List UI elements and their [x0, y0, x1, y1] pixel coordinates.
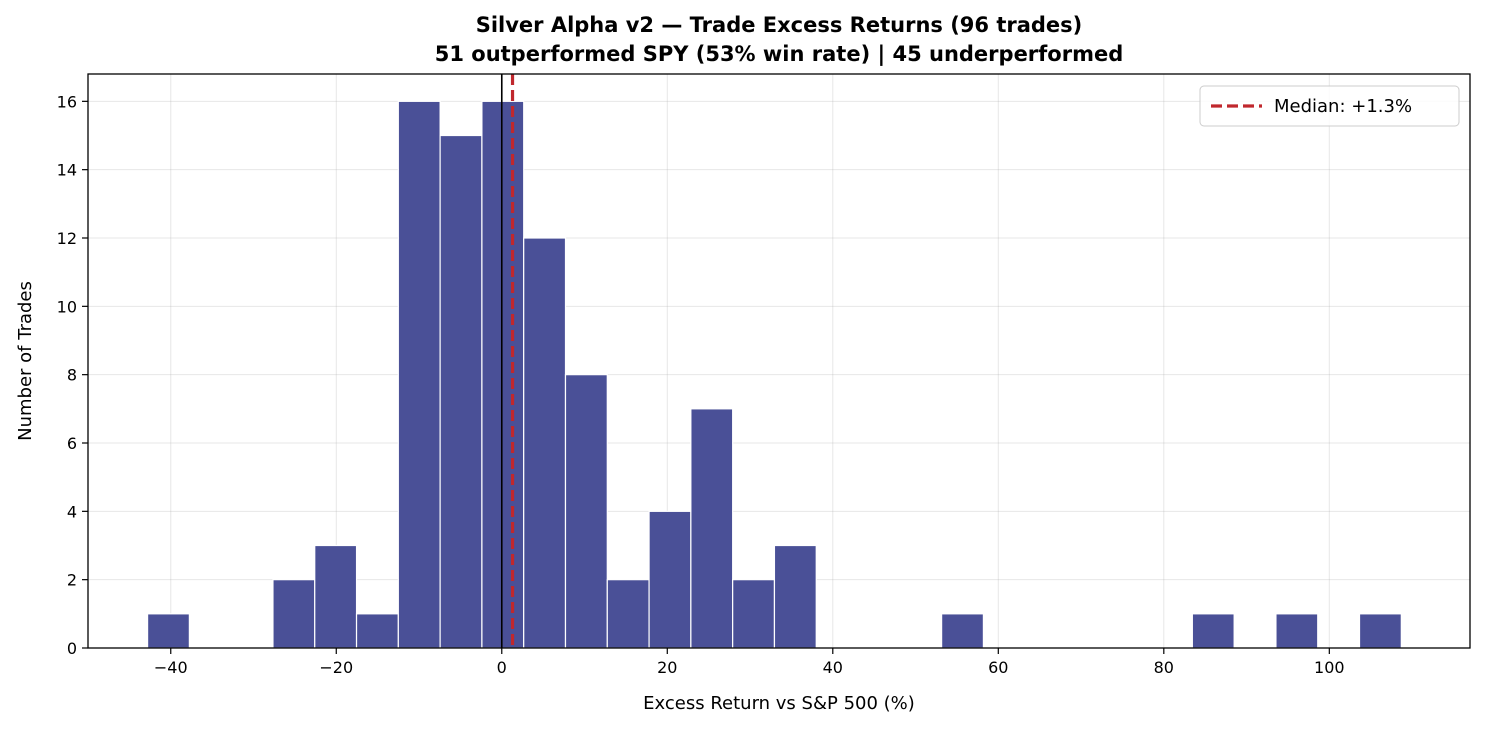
y-tick-label: 6: [67, 434, 77, 453]
y-tick-label: 0: [67, 639, 77, 658]
histogram-bar: [773, 544, 817, 649]
reference-lines: [500, 74, 515, 648]
histogram-bar: [606, 579, 650, 649]
grid: [88, 74, 1470, 649]
histogram-bar: [648, 510, 692, 649]
y-tick-label: 10: [57, 297, 77, 316]
y-tick-label: 14: [57, 161, 77, 180]
histogram-bar: [439, 134, 483, 649]
histogram-bar: [272, 579, 316, 649]
x-tick-label: 40: [823, 658, 843, 677]
y-tick-label: 2: [67, 571, 77, 590]
y-tick-label: 4: [67, 502, 77, 521]
y-tick-label: 8: [67, 366, 77, 385]
x-tick-label: 20: [657, 658, 677, 677]
histogram-bar: [314, 544, 358, 649]
histogram-bar: [146, 613, 190, 649]
x-tick-label: 60: [988, 658, 1008, 677]
x-tick-label: 0: [497, 658, 507, 677]
histogram-bar: [355, 613, 399, 649]
x-tick-label: 100: [1314, 658, 1345, 677]
histogram-bar: [523, 237, 567, 649]
x-axis-label: Excess Return vs S&P 500 (%): [643, 693, 915, 714]
histogram-bar: [941, 613, 985, 649]
histogram-bar: [564, 374, 608, 649]
y-tick-label: 16: [57, 92, 77, 111]
legend: Median: +1.3%: [1199, 85, 1460, 127]
plot-frame: [87, 73, 1471, 649]
histogram-bar: [1358, 613, 1402, 649]
chart-subtitle: 51 outperformed SPY (53% win rate) | 45 …: [435, 42, 1124, 67]
x-tick-label: −40: [154, 658, 188, 677]
histogram-bar: [397, 100, 441, 649]
y-axis-label: Number of Trades: [15, 281, 36, 441]
histogram-bar: [1191, 613, 1235, 649]
histogram-bar: [481, 100, 525, 649]
bars: [146, 100, 1402, 649]
legend-median-label: Median: +1.3%: [1274, 96, 1412, 117]
axis-ticks: −40 −20 0 20 40 60 80 100 0 2 4 6 8 10 12 14 16: [57, 92, 1345, 677]
x-tick-label: −20: [319, 658, 353, 677]
chart-title: Silver Alpha v2 — Trade Excess Returns (…: [476, 13, 1083, 37]
x-tick-label: 80: [1154, 658, 1174, 677]
histogram-bar: [1275, 613, 1319, 649]
histogram-bar: [732, 579, 776, 649]
histogram-bar: [690, 408, 734, 649]
legend-box: [1199, 85, 1460, 127]
y-tick-label: 12: [57, 229, 77, 248]
